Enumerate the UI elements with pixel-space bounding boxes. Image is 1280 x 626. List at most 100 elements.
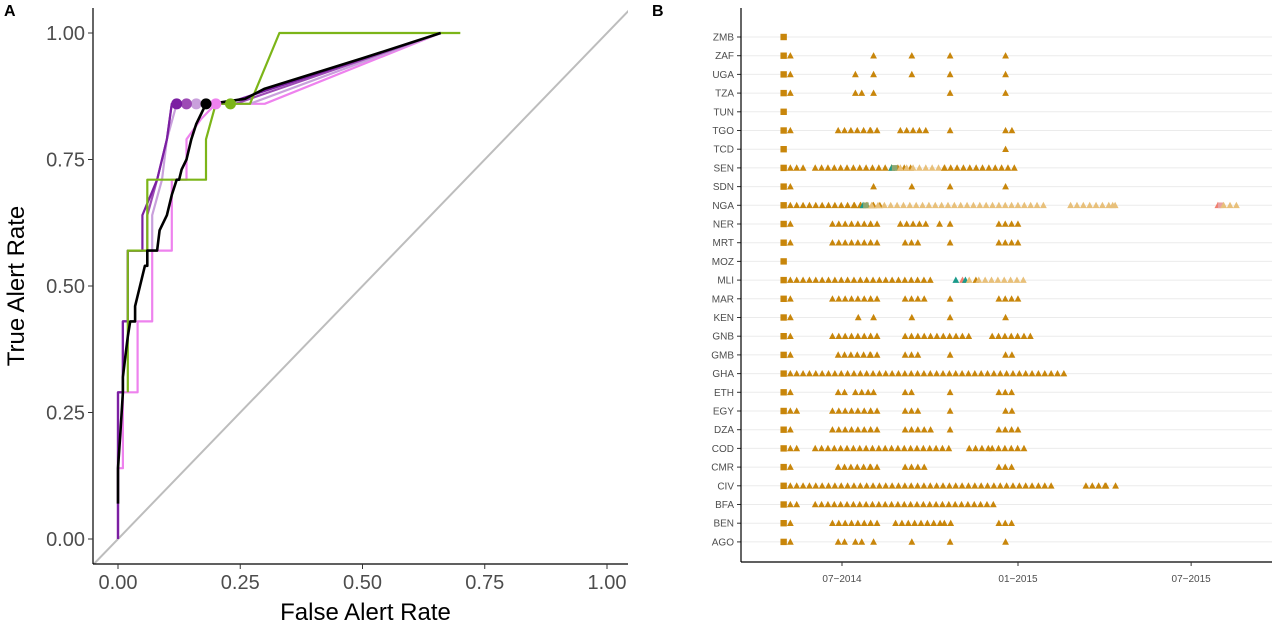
report-triangle [867,407,875,414]
roc-series-1 [116,31,442,539]
report-triangle [946,332,954,339]
report-triangle [964,500,972,508]
report-triangle [786,538,794,545]
first-report-square [780,351,787,359]
report-triangle [1001,519,1009,526]
report-triangle [876,370,883,377]
report-triangle [847,463,855,470]
report-triangle [914,332,922,339]
report-triangle [854,332,862,339]
report-triangle [869,276,877,283]
report-triangle [914,351,922,358]
report-triangle [1015,482,1023,489]
report-triangle [837,482,845,489]
report-triangle [906,201,914,209]
report-triangle [946,126,954,134]
roc-series-4 [116,31,442,539]
report-triangle [856,164,864,171]
report-triangle [1001,220,1009,227]
report-triangle [786,463,794,470]
report-triangle [1001,388,1009,396]
report-triangle [860,239,868,246]
report-triangle [944,201,952,209]
roc-series-6 [116,31,442,504]
report-triangle [907,370,915,377]
report-triangle [1060,370,1068,377]
report-triangle [873,295,881,302]
first-report-square [780,202,787,209]
x-tick-label: 0.25 [221,572,260,594]
report-triangle [847,126,855,134]
country-label: GNB [712,332,734,343]
report-triangle [1001,239,1009,246]
x-axis-title: False Alert Rate [280,599,451,626]
report-triangle [875,444,883,452]
report-triangle [952,482,960,489]
report-triangle [945,370,953,377]
report-triangle [786,444,794,452]
report-triangle [848,332,855,339]
report-triangle [860,463,868,470]
report-triangle [887,201,895,209]
report-triangle [1010,164,1018,171]
report-triangle [849,444,857,452]
report-triangle [995,426,1003,433]
report-triangle [990,370,998,377]
report-triangle [1001,332,1009,339]
country-label: COD [712,444,734,455]
report-triangle [1001,426,1009,433]
first-report-square [780,333,787,340]
report-triangle [998,164,1005,171]
first-report-square [780,183,787,190]
country-label: SDN [713,182,734,193]
report-triangle [936,220,943,227]
report-triangle [972,444,979,452]
report-triangle [908,332,915,339]
report-triangle [1047,370,1055,377]
report-triangle [786,201,794,209]
report-triangle [923,519,931,526]
report-triangle [841,332,849,339]
report-triangle [1054,370,1061,377]
report-triangle [837,164,845,171]
report-triangle [848,519,855,526]
report-triangle [1002,52,1009,59]
first-report-square [780,164,787,172]
report-triangle [932,444,940,452]
report-triangle [1001,463,1009,470]
country-label: DZA [714,425,734,436]
report-triangle [908,313,916,321]
report-triangle [912,201,920,209]
report-triangle [946,313,954,321]
country-label: EGY [713,407,734,418]
report-triangle [862,444,870,452]
report-triangle [843,164,851,171]
report-triangle [914,276,921,283]
report-triangle [914,463,922,470]
report-triangle [952,276,960,283]
report-triangle [946,183,954,190]
report-triangle [1014,239,1022,246]
first-report-square [780,220,787,228]
y-tick-label: 0.00 [46,529,85,551]
report-triangle [841,239,849,246]
report-triangle [786,482,794,489]
report-triangle [922,164,930,171]
first-report-square [780,445,787,452]
report-triangle [835,332,843,339]
report-triangle [869,370,877,377]
report-triangle [853,126,861,134]
report-triangle [860,519,868,526]
roc-marker-3 [180,98,192,110]
report-triangle [786,332,794,339]
report-triangle [825,201,832,209]
report-triangle [799,482,807,489]
report-triangle [860,426,868,433]
report-triangle [867,295,875,302]
report-triangle [854,220,862,227]
report-triangle [837,201,845,209]
report-triangle [1022,482,1030,489]
report-triangle [1232,201,1240,209]
report-triangle [867,426,875,433]
report-triangle [835,426,843,433]
